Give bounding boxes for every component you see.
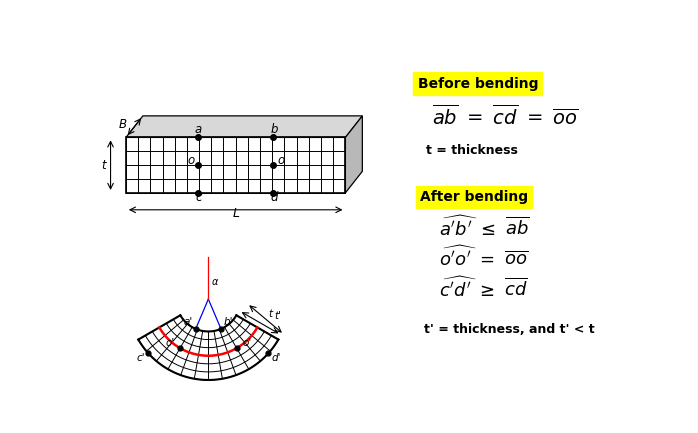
Text: After bending: After bending	[420, 190, 528, 204]
Wedge shape	[138, 315, 279, 380]
Text: d': d'	[272, 353, 281, 363]
Polygon shape	[346, 116, 362, 193]
Text: α: α	[212, 277, 218, 287]
Text: L: L	[232, 207, 239, 220]
Text: $\widehat{a'b'}\ \leq\ \overline{ab}$: $\widehat{a'b'}\ \leq\ \overline{ab}$	[439, 216, 530, 239]
Text: t': t'	[275, 311, 282, 321]
Text: o': o'	[242, 338, 251, 348]
Text: t = thickness: t = thickness	[426, 144, 518, 157]
Text: $\overline{ab}\ =\ \overline{cd}\ =\ \overline{oo}$: $\overline{ab}\ =\ \overline{cd}\ =\ \ov…	[431, 103, 578, 128]
Text: c: c	[195, 191, 202, 204]
Text: a: a	[195, 123, 202, 136]
Text: Before bending: Before bending	[417, 77, 538, 90]
Text: b: b	[271, 123, 279, 136]
Text: t: t	[268, 309, 272, 319]
Text: d: d	[271, 191, 279, 204]
Text: $\widehat{o'o'}\ =\ \overline{oo}$: $\widehat{o'o'}\ =\ \overline{oo}$	[439, 246, 529, 270]
Text: t: t	[101, 158, 106, 171]
Text: b': b'	[224, 317, 233, 327]
Text: o': o'	[165, 338, 174, 348]
Text: t' = thickness, and t' < t: t' = thickness, and t' < t	[424, 323, 595, 336]
Polygon shape	[126, 137, 346, 193]
Text: B: B	[119, 118, 127, 131]
Polygon shape	[126, 116, 362, 137]
Text: $\widehat{c'd'}\ \geq\ \overline{cd}$: $\widehat{c'd'}\ \geq\ \overline{cd}$	[439, 277, 528, 301]
Text: a': a'	[184, 317, 193, 327]
Text: o: o	[187, 155, 194, 168]
Text: o: o	[277, 155, 284, 168]
Text: c': c'	[136, 353, 145, 363]
